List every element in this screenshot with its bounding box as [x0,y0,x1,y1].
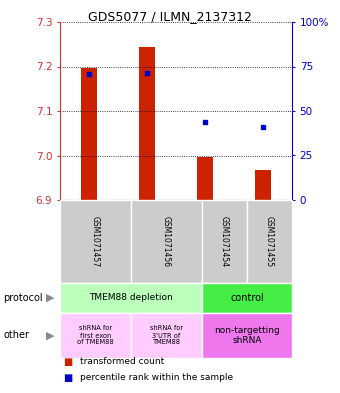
Text: GSM1071454: GSM1071454 [220,216,229,267]
Text: GSM1071456: GSM1071456 [162,216,171,267]
Text: TMEM88 depletion: TMEM88 depletion [89,294,173,303]
Bar [139,48,155,200]
Text: other: other [3,331,29,340]
Bar [81,68,97,200]
Text: control: control [230,293,264,303]
Text: GSM1071455: GSM1071455 [265,216,274,267]
Text: protocol: protocol [3,293,43,303]
Text: shRNA for
3'UTR of
TMEM88: shRNA for 3'UTR of TMEM88 [150,325,183,345]
Text: percentile rank within the sample: percentile rank within the sample [80,373,234,382]
Text: ▶: ▶ [46,293,54,303]
Text: non-targetting
shRNA: non-targetting shRNA [214,326,280,345]
Text: GSM1071457: GSM1071457 [91,216,100,267]
Text: GDS5077 / ILMN_2137312: GDS5077 / ILMN_2137312 [88,10,252,23]
Text: ■: ■ [63,373,73,383]
Text: ▶: ▶ [46,331,54,340]
Bar [255,170,271,200]
Text: transformed count: transformed count [80,358,165,367]
Text: shRNA for
first exon
of TMEM88: shRNA for first exon of TMEM88 [77,325,114,345]
Bar [197,157,213,200]
Text: ■: ■ [63,357,73,367]
